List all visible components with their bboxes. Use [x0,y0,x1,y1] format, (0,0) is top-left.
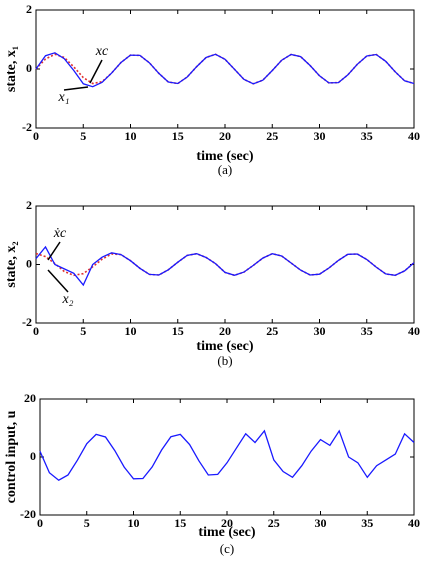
axes-frame [39,398,415,516]
x-tick-label: 40 [408,129,420,143]
x-tick-label: 15 [172,129,184,143]
x-tick-label: 35 [361,324,373,338]
x-tick-label: 0 [37,516,43,530]
y-axis-label: state, x₂ [4,241,19,287]
x-tick-label: 0 [33,129,39,143]
x-tick-label: 20 [219,324,231,338]
x-axis-label: time (sec) [198,525,255,540]
y-tick-label: -2 [22,315,32,329]
x-tick-label: 25 [266,324,278,338]
x-tick-label: 15 [174,516,186,530]
x-tick-label: 20 [219,129,231,143]
x-tick-label: 35 [361,516,373,530]
annotation-arrow [47,269,69,293]
x-tick-label: 5 [80,324,86,338]
series-line [35,245,415,287]
x-axis-label: time (sec) [196,149,253,164]
y-tick-label: 0 [26,61,32,75]
x-axis-label: time (sec) [196,339,253,354]
caption: (c) [220,541,234,556]
series-line [35,52,415,88]
y-tick-label: 20 [24,391,36,405]
y-tick-label: 0 [26,256,32,270]
annotation: x₁ [57,90,69,105]
y-tick-label: 2 [26,2,32,16]
x-tick-label: 10 [128,516,140,530]
annotation-arrow [47,241,61,261]
x-tick-label: 25 [268,516,280,530]
x-tick-label: 0 [33,324,39,338]
y-axis-label: state, x₁ [4,46,19,92]
x-tick-label: 20 [221,516,233,530]
annotation: x₂ [61,292,73,307]
x-tick-label: 30 [314,129,326,143]
y-tick-label: -20 [20,507,36,521]
x-tick-label: 5 [84,516,90,530]
caption: (a) [218,162,232,177]
x-tick-label: 25 [266,129,278,143]
y-tick-label: -2 [22,120,32,134]
x-tick-label: 15 [172,324,184,338]
caption: (b) [217,353,232,368]
y-tick-label: 2 [26,198,32,212]
x-tick-label: 10 [125,324,137,338]
x-tick-label: 30 [314,324,326,338]
annotation: xc [95,44,109,59]
annotation-arrow [63,86,89,91]
x-tick-label: 5 [80,129,86,143]
x-tick-label: 40 [408,324,420,338]
series-line [39,429,415,481]
x-tick-label: 10 [125,129,137,143]
annotation: ẋc [53,226,67,241]
y-tick-label: 0 [30,449,36,463]
x-tick-label: 30 [315,516,327,530]
y-axis-label: control input, u [4,410,19,503]
axes-frame [35,9,415,129]
x-tick-label: 40 [408,516,420,530]
annotation-arrow [89,59,103,84]
x-tick-label: 35 [361,129,373,143]
